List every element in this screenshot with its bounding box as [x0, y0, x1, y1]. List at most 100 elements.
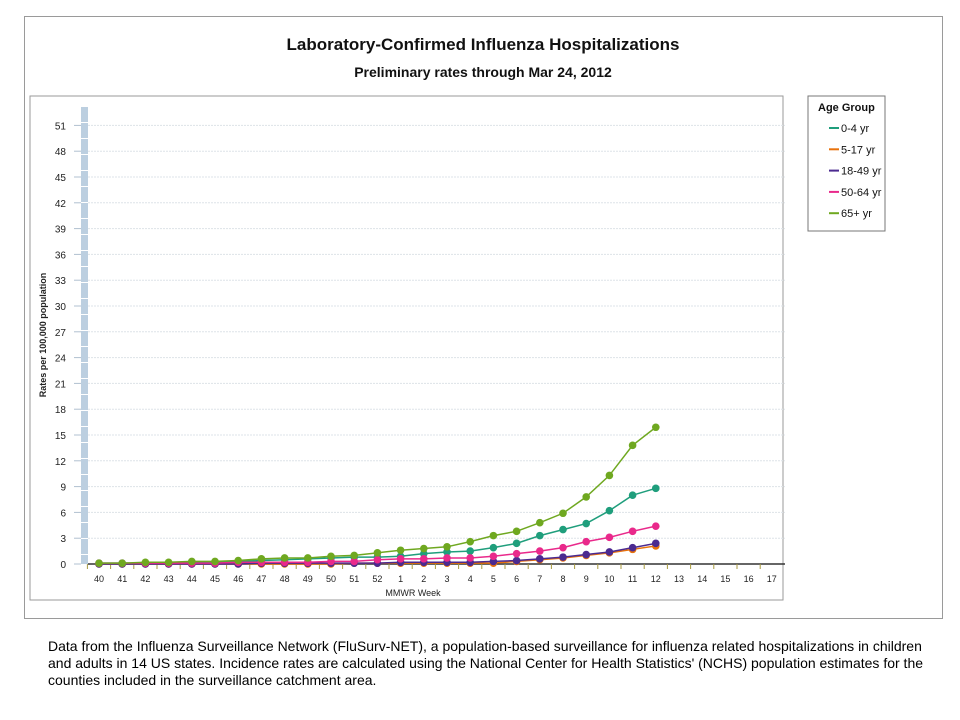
data-point [628, 527, 637, 536]
x-tick-label: 11 [628, 574, 637, 584]
y-tick-label: 45 [55, 173, 67, 184]
legend-title: Age Group [818, 102, 875, 114]
data-point [536, 555, 544, 563]
axis-bar-segment [81, 235, 88, 250]
data-point [443, 554, 451, 562]
x-tick-label: 3 [444, 574, 449, 584]
data-point [420, 555, 428, 563]
data-point [559, 525, 567, 534]
axis-bar-segment [81, 555, 88, 564]
x-tick-label: 1 [398, 574, 403, 584]
axis-bar-segment [81, 267, 88, 282]
axis-bar-segment [81, 187, 88, 202]
data-point [373, 549, 382, 557]
chart-subtitle: Preliminary rates through Mar 24, 2012 [354, 64, 612, 80]
chart-title: Laboratory-Confirmed Influenza Hospitali… [286, 35, 680, 54]
data-point [257, 555, 266, 563]
data-point [652, 539, 660, 548]
data-point [280, 554, 289, 562]
legend-label: 18-49 yr [841, 166, 882, 178]
data-point [582, 537, 590, 546]
x-tick-label: 15 [720, 574, 730, 584]
x-tick-label: 5 [491, 574, 496, 584]
data-point [605, 506, 614, 515]
data-point [559, 509, 567, 518]
data-point [628, 491, 637, 500]
x-tick-label: 52 [372, 574, 382, 584]
y-tick-label: 39 [55, 225, 67, 236]
axis-bar-segment [81, 219, 88, 234]
data-point [396, 546, 405, 555]
x-tick-label: 45 [210, 574, 220, 584]
axis-bar-segment [81, 299, 88, 314]
data-point [582, 519, 590, 528]
data-point [536, 518, 544, 527]
y-tick-label: 51 [55, 121, 67, 132]
series-line [99, 426, 657, 564]
y-tick-label: 12 [55, 457, 67, 468]
data-point [188, 557, 196, 566]
data-point [559, 553, 567, 561]
x-tick-label: 6 [514, 574, 519, 584]
data-point [304, 554, 312, 562]
data-point [443, 543, 451, 551]
x-tick-label: 51 [349, 574, 359, 584]
data-point [652, 522, 660, 530]
axis-bar-segment [81, 283, 88, 298]
data-point [396, 555, 405, 563]
y-tick-label: 0 [60, 560, 66, 571]
data-point [164, 558, 173, 567]
data-point [605, 548, 614, 556]
legend-label: 50-64 yr [841, 187, 882, 199]
data-point [489, 531, 498, 540]
x-tick-label: 10 [604, 574, 614, 584]
x-tick-label: 7 [537, 574, 542, 584]
x-tick-label: 40 [94, 574, 104, 584]
data-point [559, 543, 567, 552]
legend-label: 65+ yr [841, 208, 872, 220]
data-point [512, 539, 521, 548]
footnote: Data from the Influenza Surveillance Net… [48, 638, 924, 688]
plot-frame [29, 95, 784, 601]
x-tick-label: 14 [697, 574, 707, 584]
data-point [350, 551, 359, 560]
axis-bar-segment [81, 539, 88, 554]
x-tick-label: 47 [256, 574, 266, 584]
axis-bar-segment [81, 155, 88, 170]
axis-bar-segment [81, 315, 88, 330]
series-50-64-yr [95, 522, 660, 567]
axis-bar-segment [81, 107, 88, 122]
data-point [420, 544, 428, 553]
x-tick-label: 13 [674, 574, 684, 584]
y-axis-label: Rates per 100,000 population [38, 273, 48, 398]
axis-bar-segment [81, 491, 88, 506]
axis-bar-segment [81, 379, 88, 394]
data-point [373, 555, 382, 564]
series-65-yr [95, 423, 660, 567]
y-tick-label: 6 [60, 508, 66, 519]
data-point [536, 531, 544, 540]
axis-bar-segment [81, 171, 88, 186]
legend-box [807, 95, 886, 232]
data-point [582, 493, 590, 501]
y-tick-label: 27 [55, 328, 67, 339]
axis-bar-segment [81, 443, 88, 458]
data-point [489, 552, 498, 561]
data-point [118, 559, 126, 567]
x-tick-label: 48 [280, 574, 290, 584]
y-tick-label: 24 [55, 354, 67, 365]
axis-bar-segment [81, 139, 88, 154]
axis-bar-segment [81, 395, 88, 410]
x-tick-label: 16 [744, 574, 754, 584]
y-tick-label: 48 [55, 147, 67, 158]
x-tick-label: 2 [421, 574, 426, 584]
data-point [466, 554, 475, 562]
y-tick-label: 3 [60, 534, 66, 545]
axis-bar-segment [81, 347, 88, 362]
y-tick-label: 33 [55, 276, 67, 287]
axis-bar-segment [81, 331, 88, 346]
x-tick-label: 49 [303, 574, 313, 584]
x-tick-label: 46 [233, 574, 243, 584]
chart-frame: Laboratory-Confirmed Influenza Hospitali… [24, 16, 943, 619]
